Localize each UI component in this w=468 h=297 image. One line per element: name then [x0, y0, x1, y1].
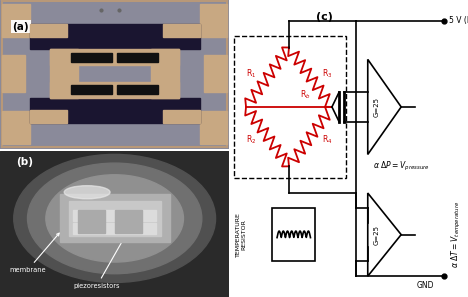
Bar: [69, 201, 161, 236]
Bar: [115, 210, 142, 233]
Bar: [30, 24, 199, 49]
Bar: [51, 82, 179, 98]
Bar: [272, 208, 315, 261]
Bar: [30, 24, 66, 37]
Bar: [151, 49, 179, 98]
Text: R$_1$: R$_1$: [246, 68, 256, 80]
Circle shape: [28, 163, 202, 274]
Bar: [117, 85, 158, 94]
Text: $\alpha\ \Delta P = V_{pressure}$: $\alpha\ \Delta P = V_{pressure}$: [373, 160, 430, 173]
Text: (b): (b): [16, 157, 33, 167]
Bar: [73, 210, 156, 221]
Bar: [2, 111, 30, 144]
Bar: [199, 4, 227, 37]
Ellipse shape: [64, 186, 110, 199]
Bar: [199, 111, 227, 144]
Bar: [51, 49, 179, 65]
Bar: [163, 24, 199, 37]
Bar: [78, 210, 105, 233]
Bar: [71, 53, 112, 62]
Text: R$_b$: R$_b$: [300, 89, 311, 101]
Text: (a): (a): [12, 22, 29, 32]
Bar: [163, 110, 199, 123]
Text: membrane: membrane: [9, 233, 59, 273]
Bar: [51, 49, 78, 98]
Bar: [234, 36, 346, 178]
Bar: [30, 110, 66, 123]
Bar: [30, 98, 199, 123]
Text: R$_3$: R$_3$: [322, 68, 332, 80]
Text: G=25: G=25: [374, 225, 380, 245]
Bar: [71, 85, 112, 94]
Bar: [117, 53, 158, 62]
Text: (c): (c): [316, 12, 333, 22]
Bar: [59, 194, 170, 242]
Text: piezoresistors: piezoresistors: [73, 238, 124, 289]
Text: $\alpha\ \Delta T = V_{temperature}$: $\alpha\ \Delta T = V_{temperature}$: [450, 201, 463, 268]
Circle shape: [46, 175, 183, 262]
Text: R$_2$: R$_2$: [246, 133, 256, 146]
Text: 5 V (DC): 5 V (DC): [449, 16, 468, 25]
Bar: [204, 55, 227, 92]
Bar: [2, 4, 30, 37]
Text: TEMPERATURE
RESISTOR: TEMPERATURE RESISTOR: [236, 212, 247, 257]
Text: R$_4$: R$_4$: [322, 133, 332, 146]
Bar: [73, 223, 156, 234]
Text: GND: GND: [417, 281, 434, 290]
Text: G=25: G=25: [374, 97, 380, 117]
Circle shape: [14, 154, 216, 282]
Bar: [2, 55, 25, 92]
